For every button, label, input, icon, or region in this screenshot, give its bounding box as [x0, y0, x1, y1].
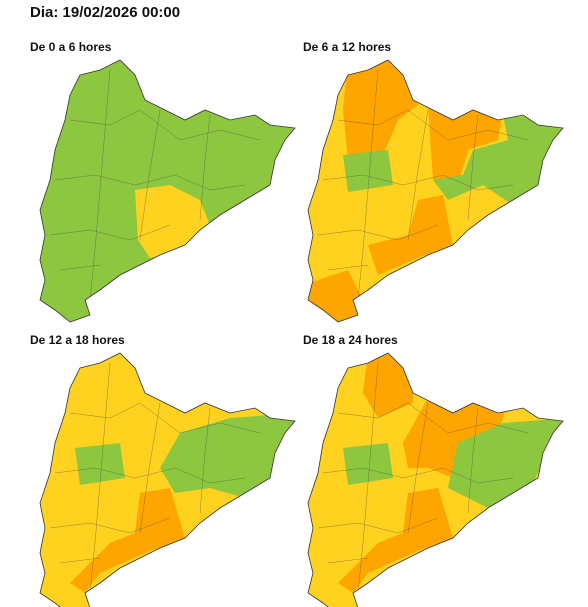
- region: [403, 398, 508, 478]
- panel-title: De 6 a 12 hores: [303, 40, 391, 54]
- region: [75, 443, 125, 485]
- region: [343, 60, 418, 160]
- region: [368, 195, 453, 275]
- panel-title: De 0 a 6 hores: [30, 40, 112, 54]
- region: [433, 115, 563, 205]
- region: [70, 488, 185, 593]
- panel-title: De 12 a 18 hores: [30, 333, 125, 347]
- region: [343, 443, 393, 485]
- panel-title: De 18 a 24 hores: [303, 333, 398, 347]
- region: [338, 488, 453, 593]
- region: [363, 353, 413, 418]
- page-title: Dia: 19/02/2026 00:00: [30, 4, 180, 21]
- region: [428, 105, 503, 185]
- region: [343, 150, 393, 192]
- region: [448, 418, 563, 508]
